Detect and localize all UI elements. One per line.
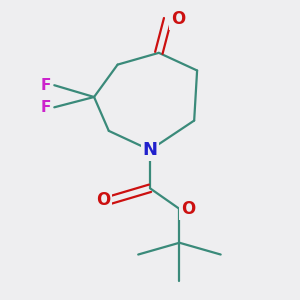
Text: O: O — [96, 191, 110, 209]
Text: O: O — [181, 200, 195, 218]
Text: F: F — [40, 100, 51, 115]
Text: N: N — [142, 141, 158, 159]
Text: O: O — [171, 10, 185, 28]
Text: F: F — [40, 78, 51, 93]
